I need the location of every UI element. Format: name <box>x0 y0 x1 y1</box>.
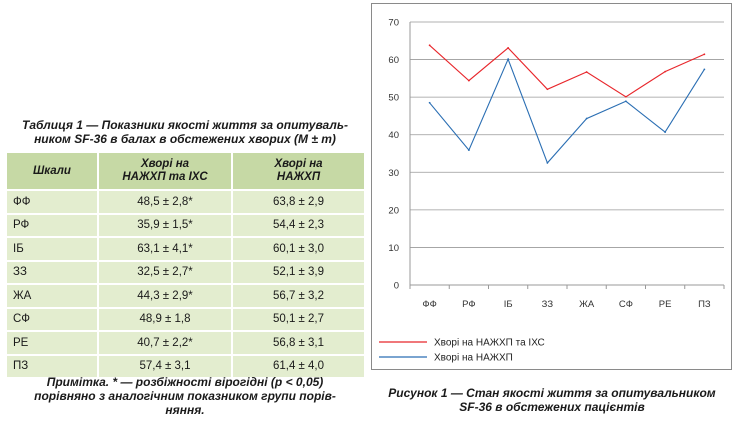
data-point <box>507 58 510 61</box>
row-scale: РЕ <box>5 330 99 356</box>
row-group1-value: 63,1 ± 4,1* <box>97 236 233 262</box>
header-group2-line: НАЖХП <box>276 171 321 183</box>
table-note-line: порівняно з аналогічним показником групи… <box>34 389 336 403</box>
row-group2-value: 61,4 ± 4,0 <box>231 353 366 379</box>
line-chart: 0 10 20 30 40 50 60 70 ФФ РФ ІБ ЗЗ ЖА СФ РЕ ПЗ Хворі на … <box>379 18 725 364</box>
x-tick-label: ІБ <box>504 299 513 310</box>
table-note: Примітка. * — розбіжності вірогідні (p <… <box>4 375 366 417</box>
figure-caption-line: Рисунок 1 — Стан якості життя за опитува… <box>388 386 716 400</box>
data-point <box>546 161 549 164</box>
data-point <box>467 149 470 152</box>
table-caption-line: Таблиця 1 — Показники якості життя за оп… <box>22 118 348 132</box>
table-row: РЕ 40,7 ± 2,2* 56,8 ± 3,1 <box>5 330 366 356</box>
y-tick-label: 60 <box>388 55 399 66</box>
table-row: ПЗ 57,4 ± 3,1 61,4 ± 4,0 <box>5 353 366 379</box>
y-tick-label: 70 <box>388 18 399 29</box>
header-group2-line: Хворі на <box>274 158 323 170</box>
table-row: ЖА 44,3 ± 2,9* 56,7 ± 3,2 <box>5 283 366 309</box>
data-point <box>546 88 549 91</box>
data-point <box>624 95 627 98</box>
x-tick-label: РЕ <box>659 299 672 310</box>
row-scale: ЖА <box>5 283 99 309</box>
row-group1-value: 48,5 ± 2,8* <box>97 189 233 215</box>
table-note-line: няння. <box>165 403 205 417</box>
row-group2-value: 60,1 ± 3,0 <box>231 236 366 262</box>
table-row: РФ 35,9 ± 1,5* 54,4 ± 2,3 <box>5 212 366 238</box>
table-row: СФ 48,9 ± 1,8 50,1 ± 2,7 <box>5 306 366 332</box>
x-tick-label: СФ <box>619 299 633 310</box>
data-point <box>507 47 510 49</box>
data-point <box>624 100 627 103</box>
figure-frame: 0 10 20 30 40 50 60 70 ФФ РФ ІБ ЗЗ ЖА СФ РЕ ПЗ Хворі на … <box>371 3 732 370</box>
row-group2-value: 50,1 ± 2,7 <box>231 306 366 332</box>
data-point <box>664 70 667 73</box>
row-scale: ЗЗ <box>5 259 99 285</box>
series-line-2 <box>429 57 705 164</box>
legend-label-1: Хворі на НАЖХП та ІХС <box>434 338 545 349</box>
x-tick-label: ЖА <box>579 299 595 310</box>
x-tick-label: ЗЗ <box>542 299 554 310</box>
figure-caption: Рисунок 1 — Стан якості життя за опитува… <box>371 386 733 414</box>
row-scale: ПЗ <box>5 353 99 379</box>
data-point <box>585 71 588 73</box>
y-tick-label: 40 <box>388 130 399 141</box>
y-tick-label: 10 <box>388 243 399 254</box>
header-scale: Шкали <box>5 151 99 191</box>
row-scale: ФФ <box>5 189 99 215</box>
data-point <box>664 131 667 133</box>
header-group2: Хворі на НАЖХП <box>231 151 366 191</box>
data-point <box>585 117 588 120</box>
row-group1-value: 48,9 ± 1,8 <box>97 306 233 332</box>
header-group1: Хворі на НАЖХП та ІХС <box>97 151 233 191</box>
row-scale: РФ <box>5 212 99 238</box>
table-row: ІБ 63,1 ± 4,1* 60,1 ± 3,0 <box>5 236 366 262</box>
row-scale: ІБ <box>5 236 99 262</box>
row-group2-value: 56,8 ± 3,1 <box>231 330 366 356</box>
x-tick-label: РФ <box>462 299 475 310</box>
figure-caption-line: SF-36 в обстежених пацієнтів <box>459 400 645 414</box>
table-row: ЗЗ 32,5 ± 2,7* 52,1 ± 3,9 <box>5 259 366 285</box>
table-row: ФФ 48,5 ± 2,8* 63,8 ± 2,9 <box>5 189 366 215</box>
row-group2-value: 54,4 ± 2,3 <box>231 212 366 238</box>
data-point <box>428 101 431 104</box>
table-caption: Таблиця 1 — Показники якості життя за оп… <box>4 118 366 146</box>
series-line-1 <box>429 44 705 98</box>
data-point <box>467 79 470 82</box>
quality-of-life-table: Шкали Хворі на НАЖХП та ІХС Хворі на НАЖ… <box>5 151 366 379</box>
row-group1-value: 32,5 ± 2,7* <box>97 259 233 285</box>
row-group1-value: 44,3 ± 2,9* <box>97 283 233 309</box>
row-group2-value: 52,1 ± 3,9 <box>231 259 366 285</box>
data-point <box>428 44 431 47</box>
header-group1-line: НАЖХП та ІХС <box>122 171 208 183</box>
data-point <box>703 68 706 71</box>
table-header-row: Шкали Хворі на НАЖХП та ІХС Хворі на НАЖ… <box>5 151 366 191</box>
row-group2-value: 56,7 ± 3,2 <box>231 283 366 309</box>
row-group1-value: 40,7 ± 2,2* <box>97 330 233 356</box>
y-tick-label: 20 <box>388 205 399 216</box>
row-group1-value: 57,4 ± 3,1 <box>97 353 233 379</box>
table-caption-line: ником SF-36 в балах в обстежених хворих … <box>34 132 336 146</box>
data-point <box>703 53 706 56</box>
table-note-line: Примітка. * — розбіжності вірогідні (p <… <box>46 375 324 389</box>
row-scale: СФ <box>5 306 99 332</box>
row-group1-value: 35,9 ± 1,5* <box>97 212 233 238</box>
header-group1-line: Хворі на <box>140 158 190 170</box>
x-tick-label: ПЗ <box>698 299 711 310</box>
legend-label-2: Хворі на НАЖХП <box>434 353 513 364</box>
x-tick-label: ФФ <box>422 299 436 310</box>
y-tick-label: 30 <box>388 168 399 179</box>
header-scale-label: Шкали <box>33 164 71 177</box>
y-tick-label: 50 <box>388 93 399 104</box>
y-tick-label: 0 <box>394 281 399 292</box>
row-group2-value: 63,8 ± 2,9 <box>231 189 366 215</box>
